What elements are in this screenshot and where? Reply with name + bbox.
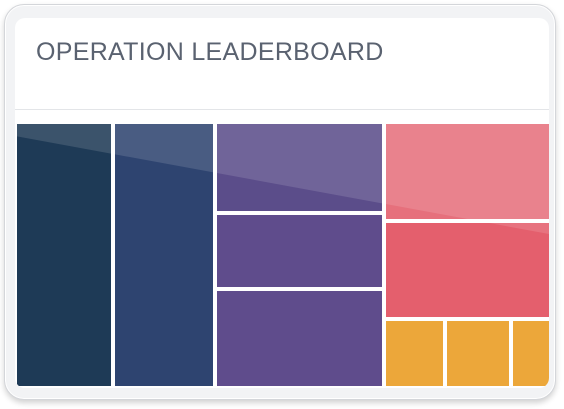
tablet-frame: OPERATION LEADERBOARD bbox=[4, 4, 556, 400]
treemap-tile[interactable] bbox=[386, 223, 549, 317]
treemap-tile[interactable] bbox=[115, 124, 213, 386]
treemap-tile[interactable] bbox=[217, 215, 382, 287]
treemap-tile[interactable] bbox=[17, 124, 111, 386]
treemap-tile[interactable] bbox=[386, 124, 549, 219]
dashboard-header: OPERATION LEADERBOARD bbox=[15, 18, 549, 110]
treemap-tile[interactable] bbox=[513, 321, 549, 386]
dashboard-screen: OPERATION LEADERBOARD bbox=[15, 18, 549, 388]
operation-treemap bbox=[15, 122, 549, 388]
page-title: OPERATION LEADERBOARD bbox=[36, 38, 384, 66]
treemap-tile[interactable] bbox=[447, 321, 509, 386]
treemap-tile[interactable] bbox=[217, 124, 382, 211]
treemap-tile[interactable] bbox=[386, 321, 443, 386]
treemap-tile[interactable] bbox=[217, 291, 382, 386]
